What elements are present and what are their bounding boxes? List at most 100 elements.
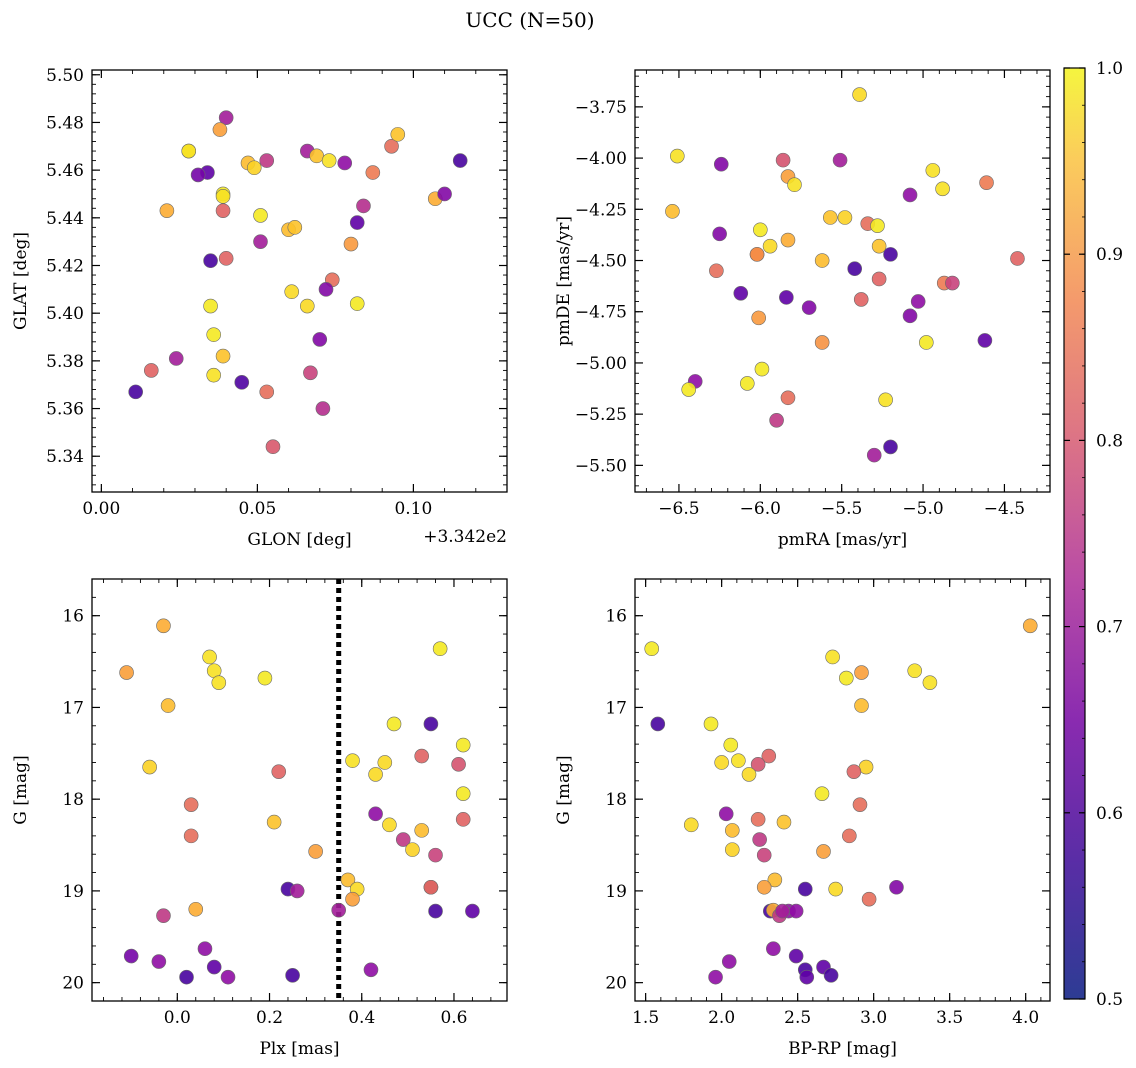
scatter-point [854, 665, 869, 680]
scatter-point [712, 226, 727, 242]
axes-frame [634, 69, 1051, 493]
axes-frame [634, 578, 1051, 1002]
scatter-point [889, 879, 904, 895]
scatter-point [883, 439, 898, 455]
scatter-point [779, 290, 794, 305]
y-tick-label: 5.38 [46, 352, 84, 372]
panel-bprp-g: 1.5 2.0 2.5 3.0 3.5 4.0 16 17 18 19 20 BP-RP [mag] G… [554, 578, 1051, 1059]
scatter-point [437, 186, 452, 202]
scatter-point [788, 903, 804, 919]
y-axis-label: GLAT [deg] [11, 232, 31, 330]
x-tick-label: −5.0 [902, 499, 943, 519]
scatter-point [181, 143, 197, 159]
scatter-point [799, 969, 815, 985]
scatter-point [318, 282, 334, 297]
scatter-point [670, 148, 685, 164]
scatter-point [753, 222, 768, 238]
ticks [635, 578, 1050, 1002]
scatter-point [709, 263, 724, 279]
scatter-point [382, 817, 397, 833]
scatter-point [455, 737, 471, 753]
y-axis-label: G [mag] [554, 755, 574, 824]
scatter-point [741, 767, 757, 782]
scatter-point [731, 753, 746, 768]
scatter-point [356, 198, 371, 214]
scatter-point [206, 327, 221, 342]
x-tick-label: 3.0 [860, 1008, 887, 1028]
scatter-point [919, 335, 934, 350]
x-tick-label: −5.5 [821, 499, 862, 519]
scatter-point [312, 332, 328, 347]
scatter-point [780, 232, 796, 248]
scatter-point [739, 376, 755, 391]
x-tick-label: 0.00 [82, 499, 120, 519]
scatter-point [902, 308, 918, 324]
scatter-points [119, 579, 480, 1001]
scatter-points [644, 618, 1038, 985]
scatter-point [1022, 618, 1038, 634]
scatter-point [287, 220, 303, 235]
scatter-point [271, 764, 287, 779]
colorbar-tick-label: 0.6 [1096, 804, 1123, 824]
scatter-point [206, 959, 222, 975]
x-tick-label: 1.5 [632, 1008, 659, 1028]
colorbar-tick-label: 0.9 [1096, 245, 1123, 265]
scatter-point [349, 215, 365, 230]
scatter-point [363, 962, 379, 978]
scatter-point [377, 755, 393, 770]
y-tick-label: 20 [62, 974, 84, 994]
scatter-point [289, 883, 305, 899]
scatter-point [767, 872, 783, 888]
scatter-point [405, 842, 420, 857]
scatter-point [749, 247, 765, 262]
scatter-point [871, 238, 887, 254]
scatter-point [825, 649, 840, 665]
y-axis-label: G [mag] [11, 755, 31, 824]
x-tick-label: −6.5 [658, 499, 699, 519]
colorbar-tick-label: 0.8 [1096, 431, 1123, 451]
scatter-point [724, 842, 740, 857]
scatter-point [368, 806, 383, 822]
scatter-point [337, 155, 353, 171]
y-tick-label: −4.75 [575, 303, 627, 323]
scatter-point [733, 285, 749, 301]
scatter-point [723, 737, 739, 753]
scatter-point [203, 298, 218, 314]
scatter-point [259, 384, 275, 400]
scatter-point [253, 208, 268, 223]
scatter-point [854, 698, 869, 713]
scatter-point [756, 847, 772, 863]
figure-title: UCC (N=50) [465, 8, 594, 32]
scatter-point [190, 167, 206, 183]
scatter-point [787, 177, 802, 193]
scatter-point [218, 251, 234, 266]
x-axis-label: BP-RP [mag] [788, 1039, 897, 1059]
scatter-point [681, 382, 697, 397]
scatter-point [828, 881, 843, 897]
scatter-point [197, 941, 213, 957]
x-axis-label: Plx [mas] [259, 1039, 339, 1059]
y-tick-label: −3.75 [575, 98, 627, 118]
scatter-point [265, 439, 281, 455]
x-offset-text: +3.342e2 [423, 527, 507, 547]
scatter-point [423, 716, 439, 732]
x-tick-label: 0.10 [394, 499, 432, 519]
scatter-point [203, 253, 218, 269]
scatter-point [259, 153, 275, 168]
scatter-point [220, 969, 236, 985]
y-tick-label: 5.36 [46, 400, 84, 420]
scatter-point [769, 413, 784, 428]
scatter-point [414, 748, 429, 764]
scatter-point [761, 748, 777, 764]
scatter-point [945, 275, 960, 291]
y-tick-label: 17 [605, 698, 627, 718]
scatter-point [766, 941, 781, 957]
y-tick-label: −5.25 [575, 405, 627, 425]
scatter-point [284, 284, 299, 300]
scatter-point [852, 87, 867, 102]
scatter-point [386, 716, 402, 732]
scatter-point [345, 891, 360, 907]
scatter-point [465, 903, 480, 919]
x-tick-label: −4.5 [984, 499, 1025, 519]
scatter-points [665, 87, 1025, 463]
